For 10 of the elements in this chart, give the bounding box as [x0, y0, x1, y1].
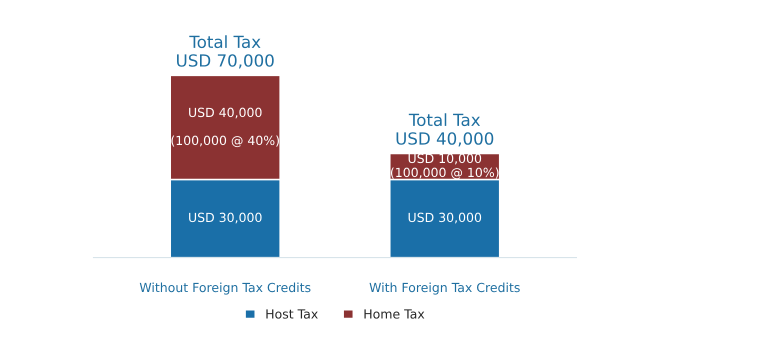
x-tick-label: Without Foreign Tax Credits: [140, 282, 310, 295]
text: USD 40,000 (100,000 @ 40%): [171, 108, 279, 148]
legend-label: Host Tax: [266, 309, 318, 319]
data-label: USD 30,000: [189, 212, 262, 224]
data-label: USD 30,000: [408, 212, 482, 224]
total-label: Total Tax USD 40,000: [396, 113, 494, 147]
x-tick-label: With Foreign Tax Credits: [370, 282, 520, 295]
total-label: Total Tax USD 70,000: [177, 35, 274, 68]
legend-label: Home Tax: [364, 309, 424, 319]
data-label: USD 10,000 (100,000 @ 10%): [390, 154, 498, 180]
